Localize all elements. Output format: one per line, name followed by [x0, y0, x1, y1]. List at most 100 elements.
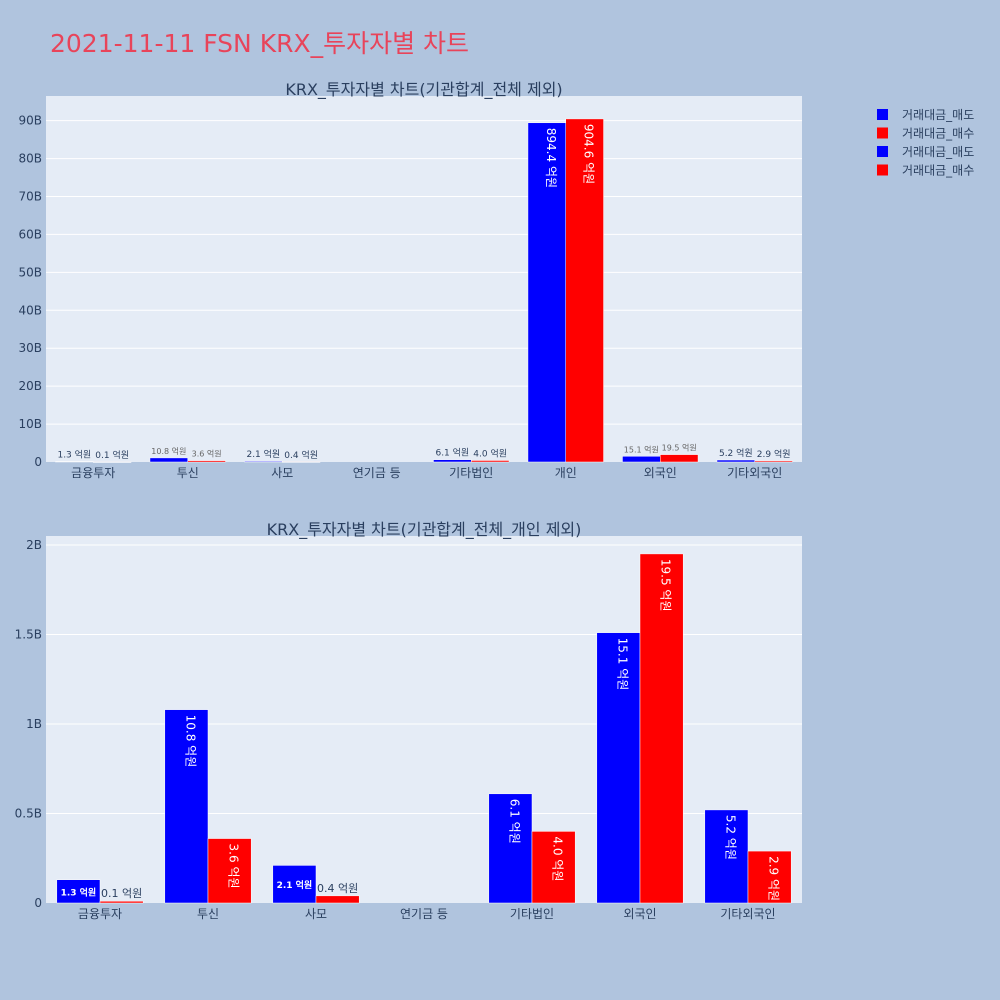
bar-sell [527, 122, 567, 463]
bar-sell [716, 459, 756, 463]
bar-sell [149, 457, 188, 463]
page-title: 2021-11-11 FSN KRX_투자자별 차트 [50, 29, 470, 58]
y-tick-label: 70B [18, 190, 42, 204]
y-tick-label: 0.5B [15, 806, 42, 820]
bar-buy [747, 850, 792, 904]
data-label: 4.0 억원 [551, 836, 565, 881]
y-tick-label: 2B [26, 538, 42, 552]
legend-swatch [877, 164, 888, 176]
chart-1: 0 10B 20B 30B 40B 50B 60B 70B 80B 90B KRX_투자자별 차트(… [18, 80, 802, 480]
y-tick-label: 0 [34, 896, 42, 910]
y-tick-label: 30B [18, 341, 42, 355]
bar-sell [55, 461, 94, 463]
data-label: 6.1 억원 [435, 447, 469, 459]
x-tick-label: 기타외국인 [720, 907, 775, 921]
bar-buy [471, 460, 510, 463]
x-tick-label: 기타법인 [449, 466, 493, 480]
bar-buy [93, 461, 132, 463]
y-tick-label: 40B [18, 303, 42, 317]
legend-swatch [877, 109, 888, 120]
data-label: 0.4 억원 [317, 882, 358, 895]
y-tick-label: 0 [34, 455, 42, 469]
x-tick-label: 금융투자 [71, 466, 115, 480]
data-label: 2.9 억원 [767, 856, 781, 901]
data-label: 5.2 억원 [719, 447, 753, 459]
data-label: 2.1 억원 [246, 448, 280, 460]
bar-sell [488, 793, 533, 904]
legend-item[interactable]: 거래대금_매수 [877, 127, 974, 141]
legend-label: 거래대금_매수 [902, 127, 974, 141]
y-tick-label: 1.5B [15, 627, 42, 641]
y-tick-label: 80B [18, 152, 42, 166]
bar-buy [565, 118, 604, 463]
chart-title: KRX_투자자별 차트(기관합계_전체 제외) [285, 80, 562, 100]
bar-sell [272, 865, 317, 904]
data-label: 4.0 억원 [473, 447, 507, 459]
bar-buy [315, 895, 360, 904]
legend-item[interactable]: 거래대금_매도 [877, 145, 974, 159]
data-label: 15.1 억원 [615, 638, 629, 691]
bar-sell [56, 879, 101, 904]
bar-sell [164, 709, 209, 904]
bar-sell [433, 459, 472, 463]
bar-sell [244, 460, 283, 463]
y-tick-label: 50B [18, 265, 42, 279]
plot-area [46, 536, 802, 903]
bar-buy [754, 460, 793, 463]
x-tick-label: 개인 [555, 466, 577, 480]
data-label: 894.4 억원 [544, 128, 558, 188]
data-label: 3.6 억원 [192, 449, 222, 459]
bar-buy [639, 553, 684, 904]
x-tick-label: 연기금 등 [400, 907, 448, 921]
x-tick-label: 외국인 [623, 907, 656, 921]
data-label: 19.5 억원 [659, 559, 673, 612]
y-tick-label: 1B [26, 717, 42, 731]
data-label: 0.4 억원 [284, 449, 318, 461]
x-tick-label: 사모 [271, 466, 293, 480]
data-label: 10.8 억원 [183, 715, 197, 768]
data-label: 10.8 억원 [151, 446, 186, 456]
data-label: 5.2 억원 [723, 815, 737, 860]
chart-title: KRX_투자자별 차트(기관합계_전체_개인 제외) [267, 520, 582, 540]
bar-buy [660, 454, 699, 463]
legend-swatch [877, 127, 888, 139]
legend-item[interactable]: 거래대금_매수 [877, 164, 974, 178]
legend-label: 거래대금_매수 [902, 164, 974, 178]
legend-label: 거래대금_매도 [902, 145, 974, 159]
bar-buy [531, 831, 576, 904]
plot-area [46, 96, 802, 462]
data-label: 2.9 억원 [757, 448, 791, 460]
bar-buy [207, 838, 252, 904]
y-tick-label: 60B [18, 227, 42, 241]
chart-2: 0 0.5B 1B 1.5B 2B KRX_투자자별 차트(기관합계_전체_개인 제외) 금… [15, 520, 802, 921]
x-tick-label: 금융투자 [78, 907, 122, 921]
data-label: 15.1 억원 [624, 444, 659, 454]
bar-sell [622, 456, 661, 463]
bar-buy [187, 460, 226, 463]
bar-sell [596, 632, 641, 904]
data-label: 2.1 억원 [277, 879, 313, 891]
y-tick-label: 20B [18, 379, 42, 393]
bar-buy [99, 900, 144, 904]
x-tick-label: 외국인 [644, 466, 677, 480]
legend-item[interactable]: 거래대금_매도 [877, 108, 974, 122]
x-tick-label: 연기금 등 [353, 466, 401, 480]
data-label: 1.3 억원 [57, 449, 91, 461]
y-tick-label: 10B [18, 417, 42, 431]
data-label: 1.3 억원 [61, 886, 97, 898]
data-label: 0.1 억원 [101, 887, 142, 900]
x-tick-label: 투신 [197, 907, 219, 921]
legend-label: 거래대금_매도 [902, 108, 974, 122]
bar-sell [704, 809, 749, 904]
y-tick-label: 90B [18, 114, 42, 128]
data-label: 904.6 억원 [582, 124, 596, 184]
data-label: 3.6 억원 [227, 844, 241, 889]
data-label: 0.1 억원 [95, 449, 129, 461]
bar-buy [282, 461, 321, 463]
x-tick-label: 기타법인 [510, 907, 554, 921]
x-tick-label: 투신 [177, 466, 199, 480]
data-label: 6.1 억원 [507, 799, 521, 844]
data-label: 19.5 억원 [662, 443, 697, 453]
legend-swatch [877, 146, 888, 157]
